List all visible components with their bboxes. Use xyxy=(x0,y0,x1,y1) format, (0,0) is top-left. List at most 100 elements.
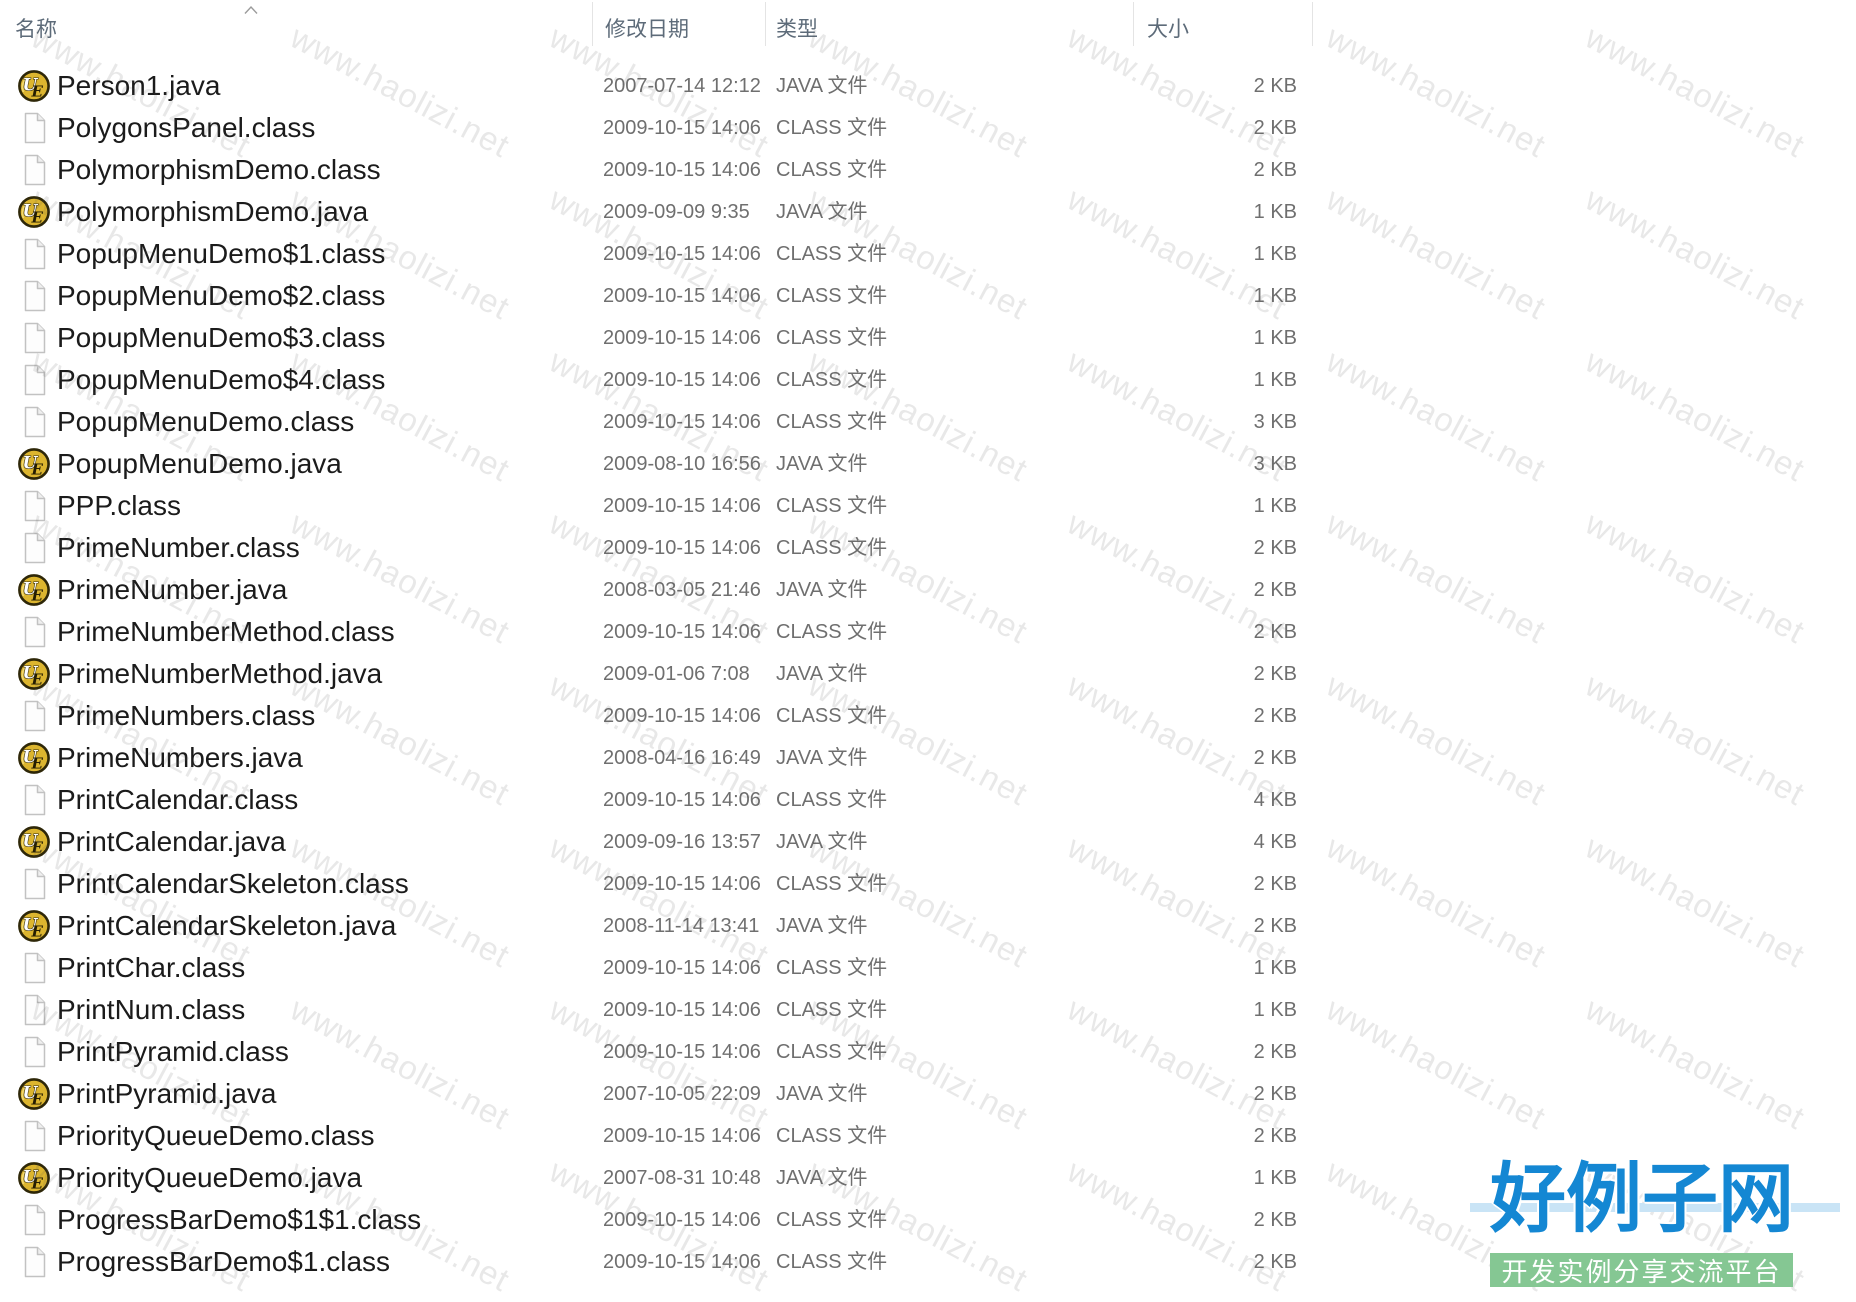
file-row[interactable]: U E PrimeNumber.java 2008-03-05 21:46 JA… xyxy=(0,569,1856,611)
file-row[interactable]: U E PPP.class 2009-10-15 14:06 CLASS 文件 … xyxy=(0,485,1856,527)
file-size: 2 KB xyxy=(1253,663,1297,685)
file-row[interactable]: U E PrimeNumbers.java 2008-04-16 16:49 J… xyxy=(0,737,1856,779)
file-row[interactable]: U E PopupMenuDemo$2.class 2009-10-15 14:… xyxy=(0,275,1856,317)
column-header-size[interactable]: 大小 xyxy=(1147,18,1189,41)
file-size: 2 KB xyxy=(1253,159,1297,181)
file-date-modified: 2009-10-15 14:06 xyxy=(603,369,761,391)
file-row[interactable]: U E PrimeNumbers.class 2009-10-15 14:06 … xyxy=(0,695,1856,737)
file-date-modified: 2007-08-31 10:48 xyxy=(603,1167,761,1189)
file-row[interactable]: U E PopupMenuDemo.class 2009-10-15 14:06… xyxy=(0,401,1856,443)
column-separator[interactable] xyxy=(765,2,766,46)
file-row[interactable]: U E PolymorphismDemo.class 2009-10-15 14… xyxy=(0,149,1856,191)
file-name: PrimeNumber.class xyxy=(57,532,300,563)
column-separator[interactable] xyxy=(1312,2,1313,46)
column-separator[interactable] xyxy=(592,2,593,46)
chevron-up-icon xyxy=(243,2,259,20)
document-icon xyxy=(17,699,51,733)
svg-text:E: E xyxy=(31,923,44,941)
file-name: PrimeNumbers.class xyxy=(57,700,316,731)
file-row[interactable]: U E PrintChar.class 2009-10-15 14:06 CLA… xyxy=(0,947,1856,989)
document-icon xyxy=(17,405,51,439)
file-name: PrintCalendar.java xyxy=(57,826,286,857)
file-row[interactable]: U E ProgressBarDemo$1.class 2009-10-15 1… xyxy=(0,1241,1856,1283)
file-name: PrintNum.class xyxy=(57,994,246,1025)
file-size: 3 KB xyxy=(1253,453,1297,475)
file-row[interactable]: U E PrintCalendar.java 2009-09-16 13:57 … xyxy=(0,821,1856,863)
file-row[interactable]: U E PriorityQueueDemo.java 2007-08-31 10… xyxy=(0,1157,1856,1199)
file-row[interactable]: U E PriorityQueueDemo.class 2009-10-15 1… xyxy=(0,1115,1856,1157)
file-row[interactable]: U E PrimeNumberMethod.java 2009-01-06 7:… xyxy=(0,653,1856,695)
file-row[interactable]: U E PopupMenuDemo$4.class 2009-10-15 14:… xyxy=(0,359,1856,401)
file-type: CLASS 文件 xyxy=(776,411,888,433)
file-size: 1 KB xyxy=(1253,201,1297,223)
file-row[interactable]: U E PolymorphismDemo.java 2009-09-09 9:3… xyxy=(0,191,1856,233)
file-name: PPP.class xyxy=(57,490,181,521)
file-type: CLASS 文件 xyxy=(776,1209,888,1231)
file-row[interactable]: U E PrintCalendarSkeleton.java 2008-11-1… xyxy=(0,905,1856,947)
file-row[interactable]: U E PopupMenuDemo$1.class 2009-10-15 14:… xyxy=(0,233,1856,275)
column-header-type[interactable]: 类型 xyxy=(776,18,818,41)
file-name: PolymorphismDemo.class xyxy=(57,154,381,185)
file-type: CLASS 文件 xyxy=(776,537,888,559)
file-date-modified: 2009-10-15 14:06 xyxy=(603,873,761,895)
site-logo: 好例子网 开发实例分享交流平台 xyxy=(1470,1157,1856,1302)
file-size: 2 KB xyxy=(1253,579,1297,601)
file-name: ProgressBarDemo$1$1.class xyxy=(57,1204,422,1235)
file-size: 3 KB xyxy=(1253,411,1297,433)
file-name: PopupMenuDemo$3.class xyxy=(57,322,386,353)
file-row[interactable]: U E Person1.java 2007-07-14 12:12 JAVA 文… xyxy=(0,65,1856,107)
document-icon xyxy=(17,1119,51,1153)
file-row[interactable]: U E PrimeNumber.class 2009-10-15 14:06 C… xyxy=(0,527,1856,569)
file-date-modified: 2009-10-15 14:06 xyxy=(603,1125,761,1147)
file-row[interactable]: U E PrintCalendar.class 2009-10-15 14:06… xyxy=(0,779,1856,821)
file-type: CLASS 文件 xyxy=(776,117,888,139)
file-row[interactable]: U E PrintPyramid.class 2009-10-15 14:06 … xyxy=(0,1031,1856,1073)
file-size: 2 KB xyxy=(1253,1209,1297,1231)
file-name: PopupMenuDemo$2.class xyxy=(57,280,386,311)
file-row[interactable]: U E ProgressBarDemo$1$1.class 2009-10-15… xyxy=(0,1199,1856,1241)
document-icon xyxy=(17,321,51,355)
file-type: JAVA 文件 xyxy=(776,75,868,97)
file-row[interactable]: U E PolygonsPanel.class 2009-10-15 14:06… xyxy=(0,107,1856,149)
ultraedit-java-icon: U E xyxy=(17,657,51,691)
file-size: 1 KB xyxy=(1253,999,1297,1021)
column-separator[interactable] xyxy=(1133,2,1134,46)
document-icon xyxy=(17,1035,51,1069)
file-type: CLASS 文件 xyxy=(776,159,888,181)
column-header-date[interactable]: 修改日期 xyxy=(605,18,689,41)
svg-text:E: E xyxy=(31,839,44,857)
file-row[interactable]: U E PopupMenuDemo$3.class 2009-10-15 14:… xyxy=(0,317,1856,359)
file-size: 1 KB xyxy=(1253,369,1297,391)
file-size: 1 KB xyxy=(1253,285,1297,307)
document-icon xyxy=(17,867,51,901)
file-size: 2 KB xyxy=(1253,747,1297,769)
file-size: 1 KB xyxy=(1253,243,1297,265)
file-row[interactable]: U E PopupMenuDemo.java 2009-08-10 16:56 … xyxy=(0,443,1856,485)
file-size: 2 KB xyxy=(1253,705,1297,727)
file-row[interactable]: U E PrintCalendarSkeleton.class 2009-10-… xyxy=(0,863,1856,905)
file-name: PrimeNumberMethod.java xyxy=(57,658,383,689)
logo-accent-band xyxy=(1470,1203,1840,1212)
svg-text:E: E xyxy=(31,209,44,227)
file-date-modified: 2009-10-15 14:06 xyxy=(603,1041,761,1063)
svg-text:U: U xyxy=(23,748,39,768)
file-type: JAVA 文件 xyxy=(776,747,868,769)
svg-text:U: U xyxy=(23,664,39,684)
file-date-modified: 2009-10-15 14:06 xyxy=(603,705,761,727)
file-date-modified: 2009-10-15 14:06 xyxy=(603,159,761,181)
file-row[interactable]: U E PrintPyramid.java 2007-10-05 22:09 J… xyxy=(0,1073,1856,1115)
svg-text:U: U xyxy=(23,832,39,852)
column-header-name[interactable]: 名称 xyxy=(15,18,57,41)
document-icon xyxy=(17,489,51,523)
svg-text:U: U xyxy=(23,580,39,600)
file-date-modified: 2007-07-14 12:12 xyxy=(603,75,761,97)
file-date-modified: 2009-10-15 14:06 xyxy=(603,1209,761,1231)
file-name: PrintPyramid.java xyxy=(57,1078,277,1109)
file-type: CLASS 文件 xyxy=(776,999,888,1021)
site-logo-title: 好例子网 xyxy=(1490,1157,1794,1242)
file-name: PrimeNumberMethod.class xyxy=(57,616,395,647)
file-row[interactable]: U E PrimeNumberMethod.class 2009-10-15 1… xyxy=(0,611,1856,653)
file-size: 1 KB xyxy=(1253,957,1297,979)
file-row[interactable]: U E PrintNum.class 2009-10-15 14:06 CLAS… xyxy=(0,989,1856,1031)
file-name: PrimeNumber.java xyxy=(57,574,288,605)
